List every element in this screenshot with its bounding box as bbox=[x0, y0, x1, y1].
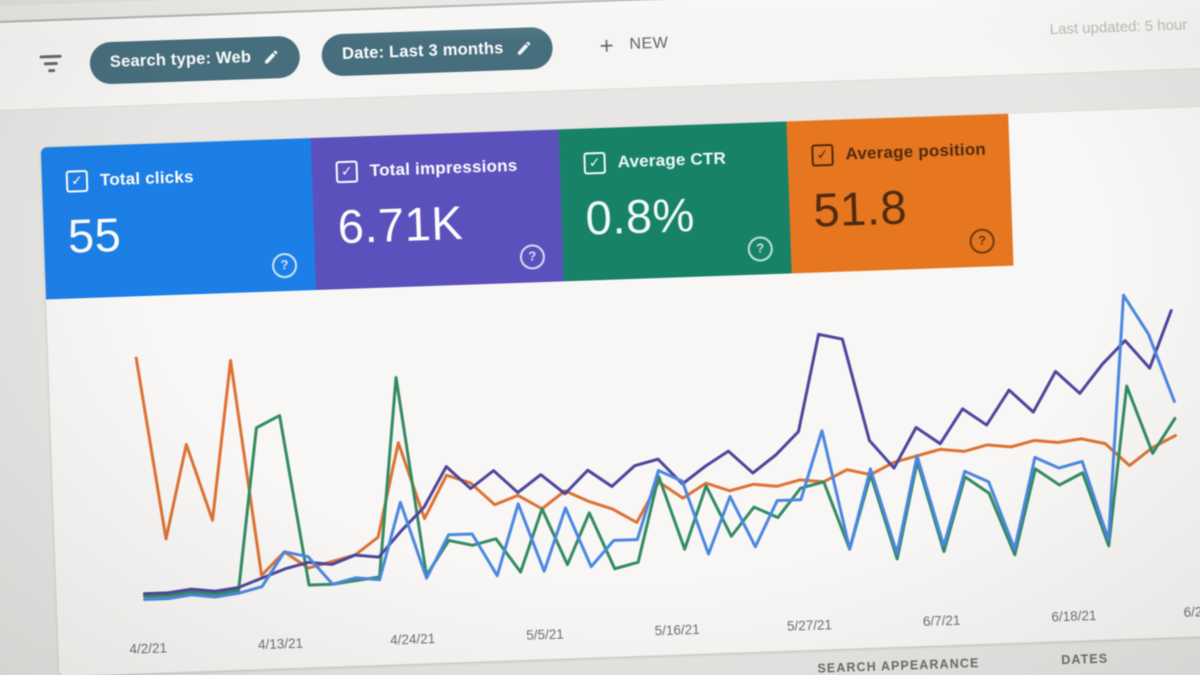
metric-value: 6.71K bbox=[336, 195, 464, 254]
checkbox-icon[interactable]: ✓ bbox=[583, 151, 607, 175]
checkbox-icon[interactable]: ✓ bbox=[811, 143, 834, 167]
chip-search-type[interactable]: Search type: Web bbox=[89, 34, 301, 85]
metric-value: 51.8 bbox=[812, 180, 908, 237]
help-icon[interactable]: ? bbox=[271, 252, 298, 279]
metric-value: 55 bbox=[66, 207, 123, 263]
last-updated-text: Last updated: 5 hour bbox=[1049, 16, 1188, 39]
content-area: ✓ Total clicks 55 ? ✓ Total impressions … bbox=[0, 67, 1200, 675]
x-tick-label: 6/18/21 bbox=[1051, 607, 1097, 625]
x-tick-label: 5/27/21 bbox=[786, 617, 833, 634]
metric-label: Total clicks bbox=[99, 167, 194, 190]
filter-icon[interactable] bbox=[38, 54, 65, 75]
new-filter-button[interactable]: NEW bbox=[596, 33, 669, 56]
metric-label: Average position bbox=[845, 139, 987, 164]
plus-icon bbox=[600, 39, 613, 52]
metric-card-total-impressions[interactable]: ✓ Total impressions 6.71K ? bbox=[310, 129, 564, 291]
edit-icon[interactable] bbox=[263, 48, 281, 66]
series-line-ctr bbox=[143, 375, 1177, 598]
chip-date-range[interactable]: Date: Last 3 months bbox=[321, 26, 554, 77]
chip-search-type-label: Search type: Web bbox=[109, 48, 252, 72]
x-tick-label: 4/24/21 bbox=[389, 631, 436, 648]
x-tick-label: 5/5/21 bbox=[525, 626, 564, 643]
metric-label: Total impressions bbox=[369, 155, 518, 181]
chip-date-range-label: Date: Last 3 months bbox=[341, 39, 504, 63]
metric-card-average-ctr[interactable]: ✓ Average CTR 0.8% ? bbox=[558, 121, 792, 282]
edit-icon[interactable] bbox=[515, 39, 533, 57]
checkbox-icon[interactable]: ✓ bbox=[65, 169, 89, 193]
x-tick-label: 4/2/21 bbox=[129, 640, 168, 657]
help-icon[interactable]: ? bbox=[519, 244, 546, 270]
x-tick-label: 6/29/21 bbox=[1183, 603, 1200, 620]
metric-card-average-position[interactable]: ✓ Average position 51.8 ? bbox=[786, 113, 1014, 274]
new-filter-label: NEW bbox=[629, 34, 669, 53]
tab-dates[interactable]: DATES bbox=[1061, 651, 1109, 668]
x-tick-label: 5/16/21 bbox=[654, 621, 700, 639]
performance-panel: ✓ Total clicks 55 ? ✓ Total impressions … bbox=[40, 106, 1200, 675]
performance-chart: 4/2/21 4/13/21 4/24/21 5/5/21 5/16/21 5/27/21… bbox=[46, 258, 1200, 675]
x-tick-label: 4/13/21 bbox=[257, 635, 304, 653]
x-tick-label: 6/7/21 bbox=[922, 612, 961, 630]
series-line-position bbox=[134, 356, 1178, 577]
metric-value: 0.8% bbox=[584, 187, 696, 245]
metric-card-total-clicks[interactable]: ✓ Total clicks 55 ? bbox=[40, 138, 316, 300]
help-icon[interactable]: ? bbox=[747, 236, 774, 262]
toolbar: Search type: Web Date: Last 3 months NEW… bbox=[0, 0, 1200, 113]
chart-canvas[interactable] bbox=[46, 265, 1200, 635]
series-line-clicks bbox=[143, 293, 1176, 601]
metric-label: Average CTR bbox=[617, 148, 727, 172]
help-icon[interactable]: ? bbox=[969, 228, 996, 255]
checkbox-icon[interactable]: ✓ bbox=[335, 160, 359, 184]
tab-search-appearance[interactable]: SEARCH APPEARANCE bbox=[817, 656, 980, 675]
series-line-impressions bbox=[142, 309, 1173, 596]
